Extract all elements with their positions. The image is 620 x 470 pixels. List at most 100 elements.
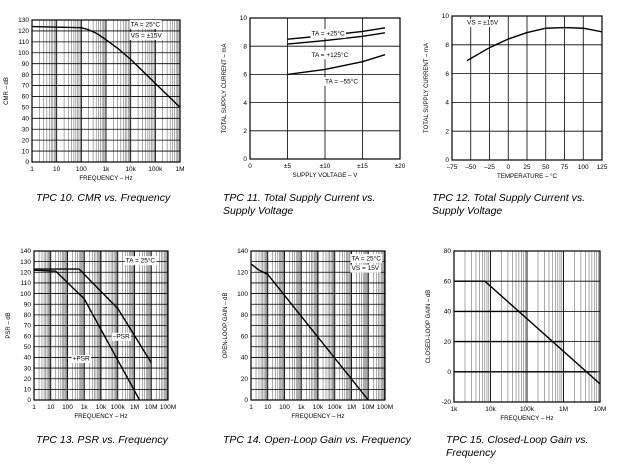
x-tick-label: 1M (130, 404, 139, 411)
x-tick-label: 10k (313, 404, 324, 411)
y-tick-label: 0 (447, 369, 451, 376)
annotation-backing (124, 256, 157, 266)
y-tick-label: 2 (243, 128, 247, 135)
x-tick-label: 1M (559, 406, 568, 413)
annotation-label: TA = 25°C (126, 257, 156, 265)
chart-panel-tpc12: –75 –50 –25 0 25 50 75 100 125 0 2 4 6 8 10 TEMPERATURE… (420, 0, 620, 230)
y-tick-label: 80 (22, 72, 30, 79)
x-tick-label: 125 (597, 164, 608, 171)
annotation-label: VS = ±15V (131, 32, 163, 39)
chart-panel-tpc11: 0 ±5 ±10 ±15 ±20 0 2 4 6 8 10 SUPPLY VOLTAGE – V TOT… (215, 0, 415, 230)
caption-tpc15: TPC 15. Closed-Loop Gain vs. Frequency (446, 434, 588, 460)
y-tick-label: 80 (241, 312, 249, 319)
x-tick-label: 1 (30, 166, 34, 173)
y-tick-label: 90 (22, 61, 30, 68)
x-tick-label: 1M (175, 166, 184, 173)
x-tick-label: 100M (160, 404, 176, 411)
x-tick-labels: 1 10 100 1k 10k 100k 1M 10M 100M (249, 404, 393, 411)
series-lines (31, 25, 181, 108)
annotation-label: TA = +125°C (312, 51, 349, 59)
y-tick-label: 50 (24, 344, 32, 351)
annotation-label: TA = 25°C (352, 255, 382, 263)
x-tick-label: 100 (578, 164, 589, 171)
x-tick-label: 10 (53, 166, 61, 173)
y-tick-label: 120 (20, 269, 31, 276)
annotations: TA = 25°C VS = ±15V (129, 20, 164, 40)
caption-line: Supply Voltage (223, 205, 294, 217)
y-axis-label: TOTAL SUPPLY CURRENT – mA (222, 44, 228, 134)
y-tick-label: 110 (19, 39, 30, 46)
x-tick-label: 1M (347, 404, 356, 411)
caption-line: TPC 13. PSR vs. Frequency (36, 434, 168, 446)
annotation-label: VS = 15V (352, 265, 380, 272)
y-tick-labels: 0 10 20 30 40 50 60 70 80 90 100 110 120 130 140 (20, 248, 31, 404)
x-tick-label: 0 (506, 164, 510, 171)
y-tick-label: 60 (444, 278, 452, 285)
caption-line: Supply Voltage (432, 205, 503, 217)
y-tick-label: 80 (444, 248, 452, 255)
plot-frame (451, 15, 603, 161)
y-tick-labels: 0 20 40 60 80 100 120 140 (237, 248, 248, 404)
x-tick-label: 10 (47, 404, 55, 411)
x-axis-label: FREQUENCY – Hz (500, 415, 553, 422)
x-axis-label: FREQUENCY – Hz (291, 413, 344, 420)
gridlines (33, 250, 168, 401)
y-tick-label: 130 (18, 17, 29, 24)
y-tick-label: 0 (244, 397, 248, 404)
chart-panel-tpc14: 1 10 100 1k 10k 100k 1M 10M 100M 0 20 40 60 80 100 120 1… (215, 240, 415, 470)
gridlines (250, 250, 385, 401)
x-tick-label: 1k (103, 166, 111, 173)
y-tick-labels: 0 10 20 30 40 50 60 70 80 90 100 110 120 130 (18, 17, 29, 166)
x-tick-label: –50 (465, 164, 476, 171)
x-axis-label: FREQUENCY – Hz (79, 175, 132, 182)
y-tick-label: 40 (22, 116, 30, 123)
caption-tpc14: TPC 14. Open-Loop Gain vs. Frequency (223, 434, 411, 447)
annotations: TA = +25°C TA = +125°C TA = –55°C (310, 29, 360, 87)
y-tick-label: 80 (24, 312, 32, 319)
x-tick-label: 100 (76, 166, 87, 173)
y-tick-label: 8 (243, 43, 247, 50)
x-tick-label: 10M (594, 406, 607, 413)
annotations: TA = 25°C VS = 15V (350, 254, 383, 273)
x-tick-label: 0 (248, 163, 252, 170)
annotation-backing (111, 332, 131, 341)
y-tick-label: 100 (20, 291, 31, 298)
y-tick-label: 0 (243, 156, 247, 163)
gridlines (249, 17, 401, 160)
plot-frame (33, 250, 169, 401)
y-tick-label: 130 (20, 259, 31, 266)
y-tick-label: 10 (442, 13, 450, 20)
x-tick-labels: 1k 10k 100k 1M 10M (451, 406, 607, 413)
series-line (34, 268, 152, 364)
series-line (250, 263, 369, 401)
x-tick-label: 10k (96, 404, 107, 411)
y-tick-label: 0 (27, 397, 31, 404)
y-tick-label: 0 (445, 157, 449, 164)
y-tick-label: 70 (22, 83, 30, 90)
chart-tpc11: 0 ±5 ±10 ±15 ±20 0 2 4 6 8 10 SUPPLY VOLTAGE – V TOT… (222, 15, 406, 179)
y-tick-labels: -20 0 20 40 60 80 (442, 248, 452, 406)
y-tick-label: 20 (22, 137, 30, 144)
annotation-label: +PSR (73, 356, 90, 363)
x-tick-label: 100 (279, 404, 290, 411)
y-tick-label: -20 (442, 399, 452, 406)
annotation-label: TA = +25°C (312, 30, 345, 38)
x-tick-label: 1 (32, 404, 36, 411)
x-tick-labels: 1 10 100 1k 10k 100k 1M 10M 100M (32, 404, 176, 411)
y-tick-label: 110 (21, 280, 32, 287)
gridlines (453, 250, 600, 403)
annotation-backing (129, 31, 164, 40)
x-axis-label: FREQUENCY – Hz (74, 413, 127, 420)
annotation-backing (350, 254, 383, 264)
chart-panel-tpc15: 1k 10k 100k 1M 10M -20 0 20 40 60 80 FREQUENCY – Hz… (420, 240, 620, 470)
y-tick-label: 50 (22, 105, 30, 112)
x-tick-label: 100M (377, 404, 393, 411)
caption-tpc11: TPC 11. Total Supply Current vs. Supply … (223, 192, 375, 218)
x-tick-label: ±15 (357, 163, 368, 170)
annotation-label: TA = –55°C (325, 78, 358, 86)
y-tick-label: 140 (237, 248, 248, 255)
x-axis-label: TEMPERATURE – °C (497, 173, 558, 180)
x-tick-label: 50 (542, 164, 550, 171)
y-axis-label: TOTAL SUPPLY CURRENT – mA (424, 43, 430, 133)
y-tick-label: 6 (243, 72, 247, 79)
